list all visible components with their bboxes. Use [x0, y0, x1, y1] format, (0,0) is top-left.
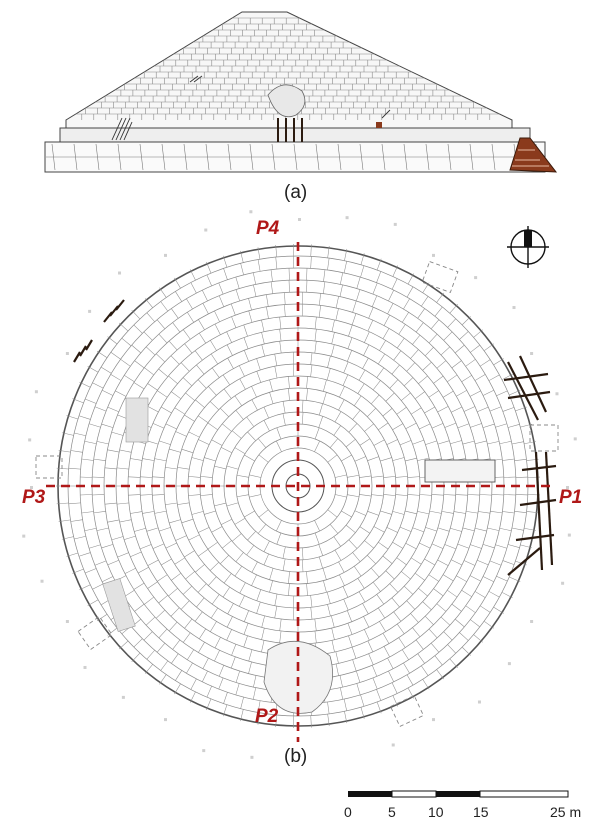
excavation-stairs: [509, 137, 558, 173]
profile-label-p2: P2: [255, 706, 279, 727]
caption-b: (b): [284, 746, 308, 767]
scale-tick-10: 10: [428, 804, 444, 820]
hatched-areas: [111, 75, 391, 141]
scale-tick-25: 25 m: [550, 804, 582, 820]
shaded-patches: [102, 397, 149, 632]
scaffold-poles: [277, 118, 303, 142]
caption-a: (a): [284, 182, 308, 203]
north-arrow-icon: [507, 226, 549, 268]
profile-label-p4: P4: [256, 218, 280, 239]
scale-tick-15: 15: [473, 804, 489, 820]
scale-tick-5: 5: [388, 804, 396, 820]
plan-drawing: [22, 210, 577, 759]
elevation-drawing: [44, 11, 558, 173]
scale-tick-0: 0: [344, 804, 352, 820]
scale-bar: [348, 790, 569, 798]
profile-label-p3: P3: [22, 487, 46, 508]
scaffolding-marks: [73, 299, 557, 576]
dashed-boxes: [35, 260, 559, 728]
profile-lines: [46, 242, 556, 742]
profile-label-p1: P1: [559, 487, 583, 508]
